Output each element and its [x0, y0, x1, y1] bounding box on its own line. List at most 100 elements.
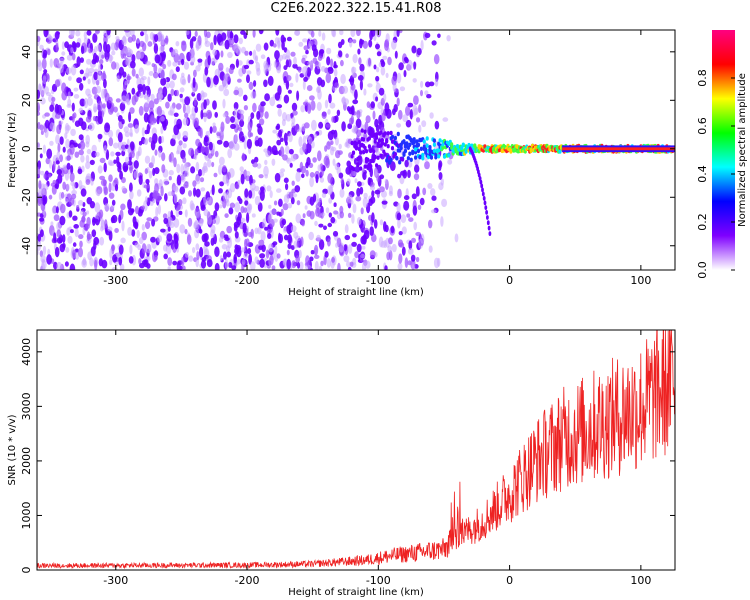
noise-cell — [41, 58, 47, 70]
noise-cell — [328, 212, 332, 218]
noise-cell — [346, 178, 351, 185]
noise-cell — [47, 35, 53, 40]
noise-cell — [226, 30, 231, 39]
noise-cell — [362, 40, 368, 49]
noise-cell — [427, 183, 433, 189]
noise-cell — [244, 188, 249, 198]
noise-cell — [186, 234, 192, 245]
carrier-cell — [414, 155, 418, 160]
noise-cell — [104, 203, 110, 211]
noise-cell — [74, 151, 80, 158]
x-tick-label: 100 — [630, 574, 651, 587]
noise-cell — [73, 224, 79, 229]
noise-cell — [356, 243, 362, 253]
noise-cell — [39, 217, 45, 222]
noise-cell — [131, 229, 136, 237]
noise-cell — [214, 111, 218, 118]
noise-cell — [236, 216, 242, 226]
noise-cell — [67, 91, 71, 99]
noise-cell — [311, 119, 317, 131]
noise-cell — [222, 174, 228, 185]
noise-cell — [375, 66, 380, 73]
noise-cell — [308, 231, 315, 241]
noise-cell — [194, 105, 198, 113]
noise-cell — [88, 67, 95, 74]
noise-cell — [249, 174, 253, 186]
noise-cell — [387, 56, 392, 66]
noise-cell — [313, 133, 318, 138]
noise-cell — [359, 186, 364, 195]
noise-cell — [260, 231, 266, 242]
noise-cell — [220, 41, 225, 47]
noise-cell — [79, 140, 86, 150]
noise-cell — [151, 63, 155, 68]
noise-cell — [333, 210, 339, 215]
noise-cell — [213, 34, 217, 46]
noise-cell — [239, 166, 244, 172]
noise-cell — [176, 174, 182, 186]
carrier-cell — [377, 138, 382, 143]
noise-cell — [173, 112, 179, 118]
noise-cell — [398, 30, 403, 34]
noise-cell — [295, 73, 299, 83]
noise-cell — [147, 76, 151, 86]
y-tick-label: 1000 — [20, 501, 33, 529]
noise-cell — [40, 170, 45, 176]
noise-cell — [320, 212, 326, 217]
noise-cell — [175, 66, 180, 73]
noise-cell — [330, 140, 334, 146]
carrier-cell — [351, 150, 356, 155]
noise-cell — [195, 138, 201, 147]
noise-cell — [294, 123, 300, 133]
noise-cell — [325, 123, 331, 128]
noise-cell — [94, 259, 98, 270]
noise-cell — [404, 159, 409, 168]
noise-cell — [359, 63, 365, 72]
noise-cell — [214, 215, 220, 225]
noise-cell — [218, 236, 224, 243]
noise-cell — [226, 225, 233, 234]
noise-cell — [186, 104, 191, 115]
noise-cell — [86, 231, 91, 242]
noise-cell — [352, 39, 357, 44]
noise-cell — [136, 229, 140, 239]
noise-cell — [77, 200, 84, 206]
noise-cell — [254, 227, 259, 235]
noise-cell — [70, 165, 74, 175]
noise-cell — [295, 235, 301, 242]
noise-cell — [391, 243, 397, 253]
noise-cell — [368, 39, 373, 48]
noise-cell — [127, 226, 133, 236]
noise-cell — [210, 57, 216, 66]
noise-cell — [296, 262, 301, 269]
noise-cell — [99, 175, 106, 181]
noise-cell — [111, 244, 116, 252]
noise-cell — [264, 159, 268, 166]
noise-cell — [291, 180, 295, 186]
noise-cell — [274, 172, 281, 183]
noise-cell — [192, 180, 197, 188]
noise-cell — [343, 98, 350, 106]
noise-cell — [70, 64, 77, 76]
carrier-cell — [360, 128, 364, 133]
colorbar-tick-label: 0.2 — [696, 213, 709, 231]
noise-cell — [268, 204, 272, 209]
noise-cell — [138, 93, 144, 99]
carrier-cell — [441, 142, 445, 147]
noise-cell — [91, 144, 97, 153]
noise-cell — [288, 148, 294, 155]
noise-cell — [206, 31, 211, 39]
noise-cell — [303, 45, 309, 51]
noise-cell — [39, 213, 44, 219]
noise-cell — [248, 59, 254, 65]
noise-cell — [352, 233, 357, 238]
noise-cell — [379, 219, 384, 226]
noise-cell — [96, 189, 101, 197]
noise-cell — [167, 93, 172, 102]
noise-cell — [222, 98, 226, 109]
noise-cell — [120, 237, 126, 244]
noise-cell — [237, 78, 242, 83]
noise-cell — [106, 30, 111, 36]
carrier-cell — [408, 142, 412, 147]
carrier-cell — [357, 146, 361, 152]
